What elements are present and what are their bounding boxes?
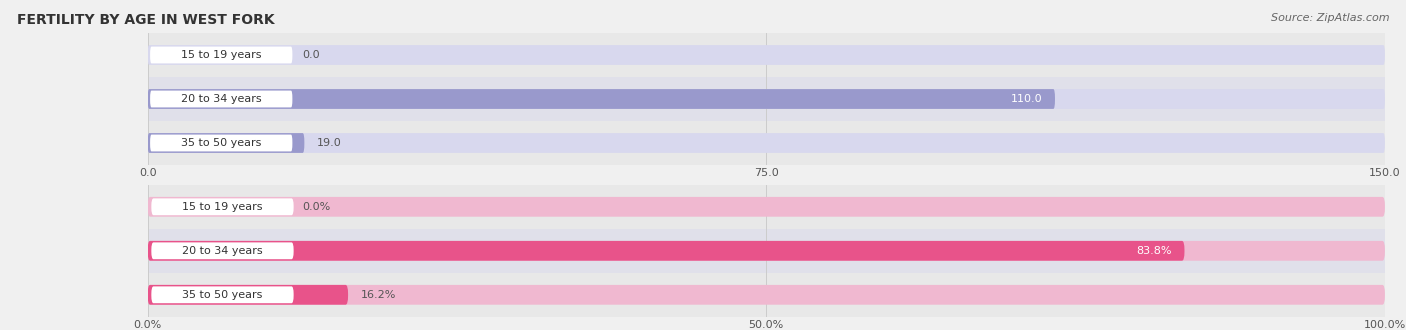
FancyBboxPatch shape [148, 89, 1054, 109]
FancyBboxPatch shape [148, 241, 1184, 261]
FancyBboxPatch shape [150, 135, 292, 151]
FancyBboxPatch shape [152, 198, 294, 215]
Text: 19.0: 19.0 [316, 138, 342, 148]
FancyBboxPatch shape [148, 285, 1385, 305]
Text: 16.2%: 16.2% [360, 290, 396, 300]
Text: Source: ZipAtlas.com: Source: ZipAtlas.com [1271, 13, 1389, 23]
Text: 0.0: 0.0 [302, 50, 321, 60]
Bar [148, 185, 1385, 229]
Text: 15 to 19 years: 15 to 19 years [181, 50, 262, 60]
FancyBboxPatch shape [150, 91, 292, 108]
FancyBboxPatch shape [148, 133, 304, 153]
Text: 110.0: 110.0 [1011, 94, 1043, 104]
FancyBboxPatch shape [152, 242, 294, 259]
Text: 0.0%: 0.0% [302, 202, 330, 212]
Bar [148, 77, 1385, 121]
FancyBboxPatch shape [150, 47, 292, 63]
FancyBboxPatch shape [148, 133, 1385, 153]
Text: 20 to 34 years: 20 to 34 years [183, 246, 263, 256]
Bar [148, 121, 1385, 165]
FancyBboxPatch shape [148, 89, 1385, 109]
Text: 35 to 50 years: 35 to 50 years [183, 290, 263, 300]
Text: FERTILITY BY AGE IN WEST FORK: FERTILITY BY AGE IN WEST FORK [17, 13, 274, 27]
Bar [148, 273, 1385, 317]
FancyBboxPatch shape [148, 197, 1385, 217]
Bar [148, 229, 1385, 273]
Text: 35 to 50 years: 35 to 50 years [181, 138, 262, 148]
Bar [148, 33, 1385, 77]
FancyBboxPatch shape [148, 241, 1385, 261]
Text: 15 to 19 years: 15 to 19 years [183, 202, 263, 212]
Text: 20 to 34 years: 20 to 34 years [181, 94, 262, 104]
FancyBboxPatch shape [148, 285, 349, 305]
Text: 83.8%: 83.8% [1136, 246, 1173, 256]
FancyBboxPatch shape [152, 286, 294, 303]
FancyBboxPatch shape [148, 45, 1385, 65]
